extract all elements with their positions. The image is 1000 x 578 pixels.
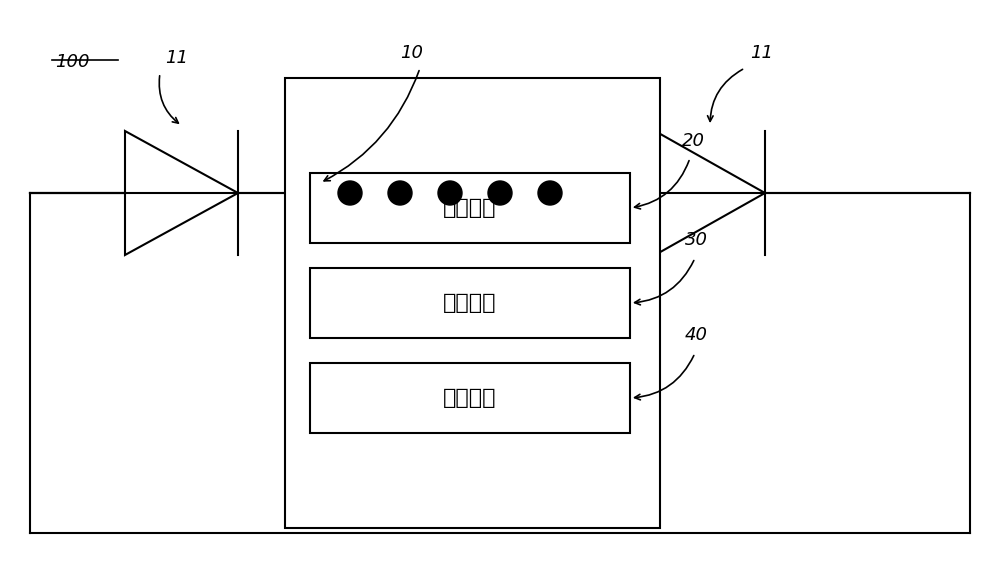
Text: 30: 30: [685, 231, 708, 249]
Circle shape: [538, 181, 562, 205]
FancyBboxPatch shape: [310, 363, 630, 433]
Text: 检测模块: 检测模块: [443, 293, 497, 313]
Text: 11: 11: [750, 44, 773, 62]
Text: 100: 100: [55, 53, 90, 71]
Circle shape: [338, 181, 362, 205]
Text: 10: 10: [400, 44, 423, 62]
Text: 11: 11: [165, 49, 188, 67]
Circle shape: [488, 181, 512, 205]
FancyBboxPatch shape: [285, 78, 660, 528]
Text: 判断模块: 判断模块: [443, 388, 497, 408]
FancyBboxPatch shape: [310, 268, 630, 338]
Text: 40: 40: [685, 326, 708, 344]
FancyBboxPatch shape: [310, 173, 630, 243]
Text: 电流模块: 电流模块: [443, 198, 497, 218]
Circle shape: [388, 181, 412, 205]
Circle shape: [438, 181, 462, 205]
Text: 20: 20: [682, 132, 705, 150]
